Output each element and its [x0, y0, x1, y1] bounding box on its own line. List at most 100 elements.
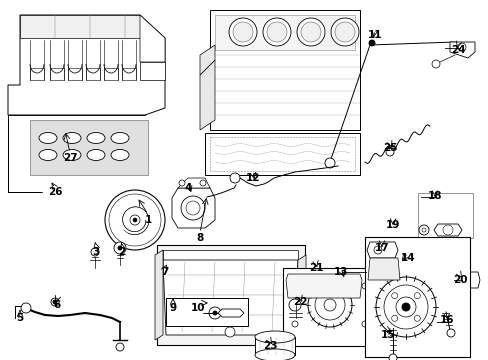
Polygon shape: [30, 68, 44, 80]
Circle shape: [361, 321, 367, 327]
Polygon shape: [449, 42, 474, 58]
Text: 8: 8: [196, 233, 203, 243]
Text: 18: 18: [427, 191, 441, 201]
Text: 6: 6: [53, 300, 61, 310]
Ellipse shape: [87, 132, 105, 144]
Circle shape: [200, 180, 205, 186]
Circle shape: [391, 315, 397, 321]
Circle shape: [105, 190, 164, 250]
Circle shape: [185, 201, 200, 215]
Text: 24: 24: [450, 45, 465, 55]
Text: 10: 10: [190, 303, 205, 313]
Bar: [283, 268, 392, 346]
Circle shape: [368, 40, 374, 46]
Text: 20: 20: [452, 275, 467, 285]
Polygon shape: [8, 105, 145, 115]
Bar: [157, 245, 305, 345]
Text: 11: 11: [367, 30, 382, 40]
Circle shape: [213, 311, 217, 315]
Polygon shape: [140, 15, 164, 62]
Ellipse shape: [111, 132, 129, 144]
Polygon shape: [294, 255, 305, 340]
Polygon shape: [104, 68, 118, 80]
Text: 3: 3: [92, 247, 100, 257]
Circle shape: [301, 22, 320, 42]
Circle shape: [228, 18, 257, 46]
Circle shape: [385, 148, 393, 156]
Circle shape: [413, 315, 420, 321]
Bar: [165, 298, 247, 326]
Circle shape: [179, 180, 184, 186]
Circle shape: [324, 299, 335, 311]
Circle shape: [401, 303, 409, 311]
Bar: [364, 237, 469, 357]
Circle shape: [395, 297, 415, 317]
Circle shape: [232, 22, 252, 42]
Ellipse shape: [254, 349, 294, 360]
Circle shape: [114, 242, 126, 254]
Circle shape: [181, 196, 204, 220]
Circle shape: [361, 283, 367, 289]
Circle shape: [53, 300, 57, 304]
Circle shape: [229, 173, 240, 183]
Text: 2: 2: [118, 247, 125, 257]
Polygon shape: [155, 250, 163, 340]
Text: 22: 22: [292, 297, 306, 307]
Circle shape: [314, 290, 345, 320]
Ellipse shape: [87, 149, 105, 161]
Circle shape: [109, 194, 161, 246]
Circle shape: [325, 158, 334, 168]
Text: 12: 12: [245, 173, 260, 183]
Polygon shape: [285, 274, 361, 298]
Polygon shape: [8, 15, 164, 115]
Circle shape: [91, 248, 99, 256]
Text: 4: 4: [184, 183, 191, 193]
Circle shape: [288, 299, 301, 311]
Circle shape: [116, 343, 124, 351]
Text: 21: 21: [308, 263, 323, 273]
Text: 26: 26: [48, 187, 62, 197]
Polygon shape: [20, 15, 140, 38]
Ellipse shape: [111, 149, 129, 161]
Text: 13: 13: [333, 267, 347, 277]
Polygon shape: [457, 272, 479, 288]
Text: 17: 17: [374, 243, 388, 253]
Circle shape: [296, 18, 325, 46]
Circle shape: [442, 225, 452, 235]
Text: 15: 15: [380, 330, 394, 340]
Text: 9: 9: [169, 303, 176, 313]
Text: 25: 25: [382, 143, 396, 153]
Circle shape: [457, 43, 465, 51]
Circle shape: [334, 22, 354, 42]
Text: 5: 5: [16, 313, 23, 323]
Polygon shape: [200, 45, 215, 75]
Polygon shape: [163, 250, 297, 260]
Polygon shape: [172, 188, 215, 228]
Circle shape: [224, 327, 235, 337]
Polygon shape: [68, 68, 82, 80]
Circle shape: [391, 293, 397, 299]
Circle shape: [21, 303, 31, 313]
Circle shape: [133, 218, 137, 222]
Polygon shape: [122, 68, 136, 80]
Polygon shape: [200, 60, 215, 130]
Text: 7: 7: [161, 267, 168, 277]
Circle shape: [263, 18, 290, 46]
Circle shape: [130, 215, 140, 225]
Polygon shape: [366, 242, 397, 258]
Circle shape: [375, 277, 435, 337]
Polygon shape: [254, 337, 294, 355]
Ellipse shape: [63, 149, 81, 161]
Bar: [30, 120, 148, 175]
Polygon shape: [209, 10, 359, 130]
Polygon shape: [218, 309, 244, 317]
Text: 1: 1: [144, 215, 151, 225]
Ellipse shape: [39, 132, 57, 144]
Circle shape: [446, 329, 454, 337]
Circle shape: [431, 60, 439, 68]
Text: 16: 16: [439, 315, 453, 325]
Text: 27: 27: [62, 153, 77, 163]
Circle shape: [421, 228, 425, 232]
Polygon shape: [163, 260, 297, 335]
Circle shape: [413, 293, 420, 299]
